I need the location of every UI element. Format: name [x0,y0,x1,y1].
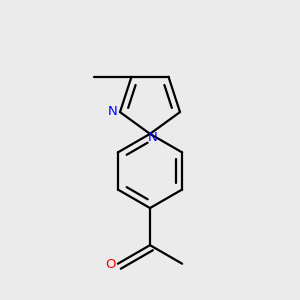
Text: N: N [108,105,118,118]
Text: O: O [106,258,116,271]
Text: N: N [148,131,158,144]
